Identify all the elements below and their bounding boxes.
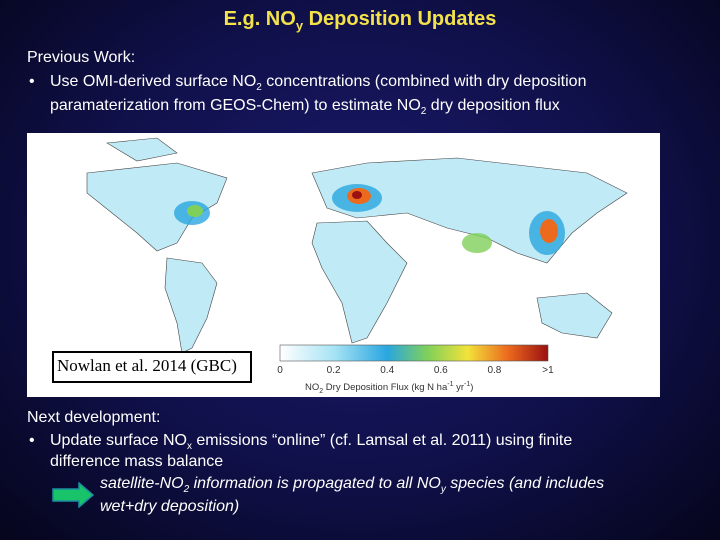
text-line: Use OMI-derived surface NO2 concentratio…: [50, 72, 586, 98]
hotspots: [174, 184, 565, 255]
text-line: wet+dry deposition): [100, 497, 239, 517]
colorbar-tick-label: 0: [277, 365, 283, 376]
colorbar-tick-label: 0.2: [326, 365, 341, 376]
bullet: •: [29, 73, 35, 90]
text-run: information is propagated to all NO: [189, 475, 441, 492]
deposition-map: Nowlan et al. 2014 (GBC) 0 0.2 0.4 0.6 0.8 >1…: [27, 133, 660, 397]
text-line: paramaterization from GEOS-Chem) to esti…: [50, 96, 560, 122]
text-run: Deposition Updates: [303, 8, 497, 30]
text-run: Update surface NO: [50, 432, 187, 449]
text-line: Update surface NOx emissions “online” (c…: [50, 431, 572, 457]
text-run: species (and includes: [445, 475, 605, 492]
map: [86, 137, 628, 362]
text-run: y: [295, 18, 304, 33]
text-run: -1: [464, 381, 471, 388]
text-run: satellite-NO: [100, 475, 184, 492]
text-run: difference mass balance: [50, 453, 224, 470]
text-run: 2: [256, 82, 262, 94]
colorbar-tick-label: 0.6: [433, 365, 448, 376]
section-heading: Previous Work:: [27, 49, 136, 66]
citation-box: Nowlan et al. 2014 (GBC): [52, 351, 252, 383]
text-line: satellite-NO2 information is propagated …: [100, 474, 604, 500]
colorbar-tick-label: >1: [542, 365, 554, 376]
text-run: Use OMI-derived surface NO: [50, 73, 257, 90]
text-run: yr: [453, 382, 465, 394]
text-run: x: [186, 441, 192, 453]
text-run: dry deposition flux: [426, 97, 560, 114]
colorbar-tick-label: 0.4: [380, 365, 395, 376]
text-run: emissions “online” (cf. Lamsal et al. 20…: [191, 432, 573, 449]
text-run: y: [440, 484, 446, 496]
slide-title: E.g. NOy Deposition Updates: [0, 9, 720, 36]
text-run: paramaterization from GEOS-Chem) to esti…: [50, 97, 421, 114]
text-run: Dry Deposition Flux (kg N ha: [323, 382, 448, 394]
bullet: •: [29, 432, 35, 449]
text-run: wet+dry deposition): [100, 498, 240, 515]
text-run: E.g. NO: [223, 8, 296, 30]
colorbar-label: NO2 Dry Deposition Flux (kg N ha-1 yr-1): [305, 381, 473, 395]
text-run: NO: [305, 382, 320, 394]
text-run: -1: [447, 381, 454, 388]
colorbar: [279, 344, 549, 362]
text-run: 2: [319, 388, 324, 396]
text-run: concentrations (combined with dry deposi…: [261, 73, 587, 90]
arrow-icon: [52, 482, 94, 508]
text-line: difference mass balance: [50, 452, 223, 472]
section-heading: Next development:: [27, 409, 161, 426]
text-run: 2: [420, 106, 427, 118]
text-run: ): [470, 382, 474, 394]
colorbar-tick-label: 0.8: [487, 365, 502, 376]
text-run: 2: [183, 484, 190, 496]
